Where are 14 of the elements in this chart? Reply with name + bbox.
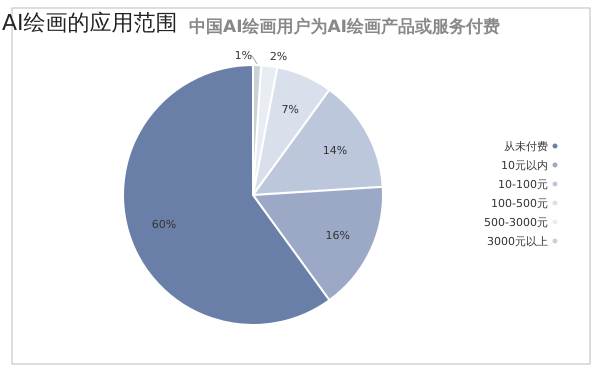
- data-label: 7%: [281, 103, 299, 116]
- data-label: 2%: [270, 50, 288, 64]
- legend-label: 100-500元: [491, 197, 548, 210]
- legend-label: 500-3000元: [484, 216, 548, 229]
- legend-label: 3000元以上: [487, 235, 548, 248]
- data-label: 1%: [234, 49, 252, 62]
- legend-label: 从未付费: [504, 140, 548, 153]
- data-label: 14%: [322, 144, 348, 157]
- data-label: 16%: [325, 228, 350, 242]
- legend-label: 10-100元: [498, 178, 548, 191]
- chart-subtitle: 中国AI绘画用户为AI绘画产品或服务付费: [189, 17, 500, 37]
- chart-title: AI绘画的应用范围: [2, 11, 178, 36]
- legend-label: 10元以内: [501, 159, 548, 172]
- data-label: 60%: [152, 218, 176, 231]
